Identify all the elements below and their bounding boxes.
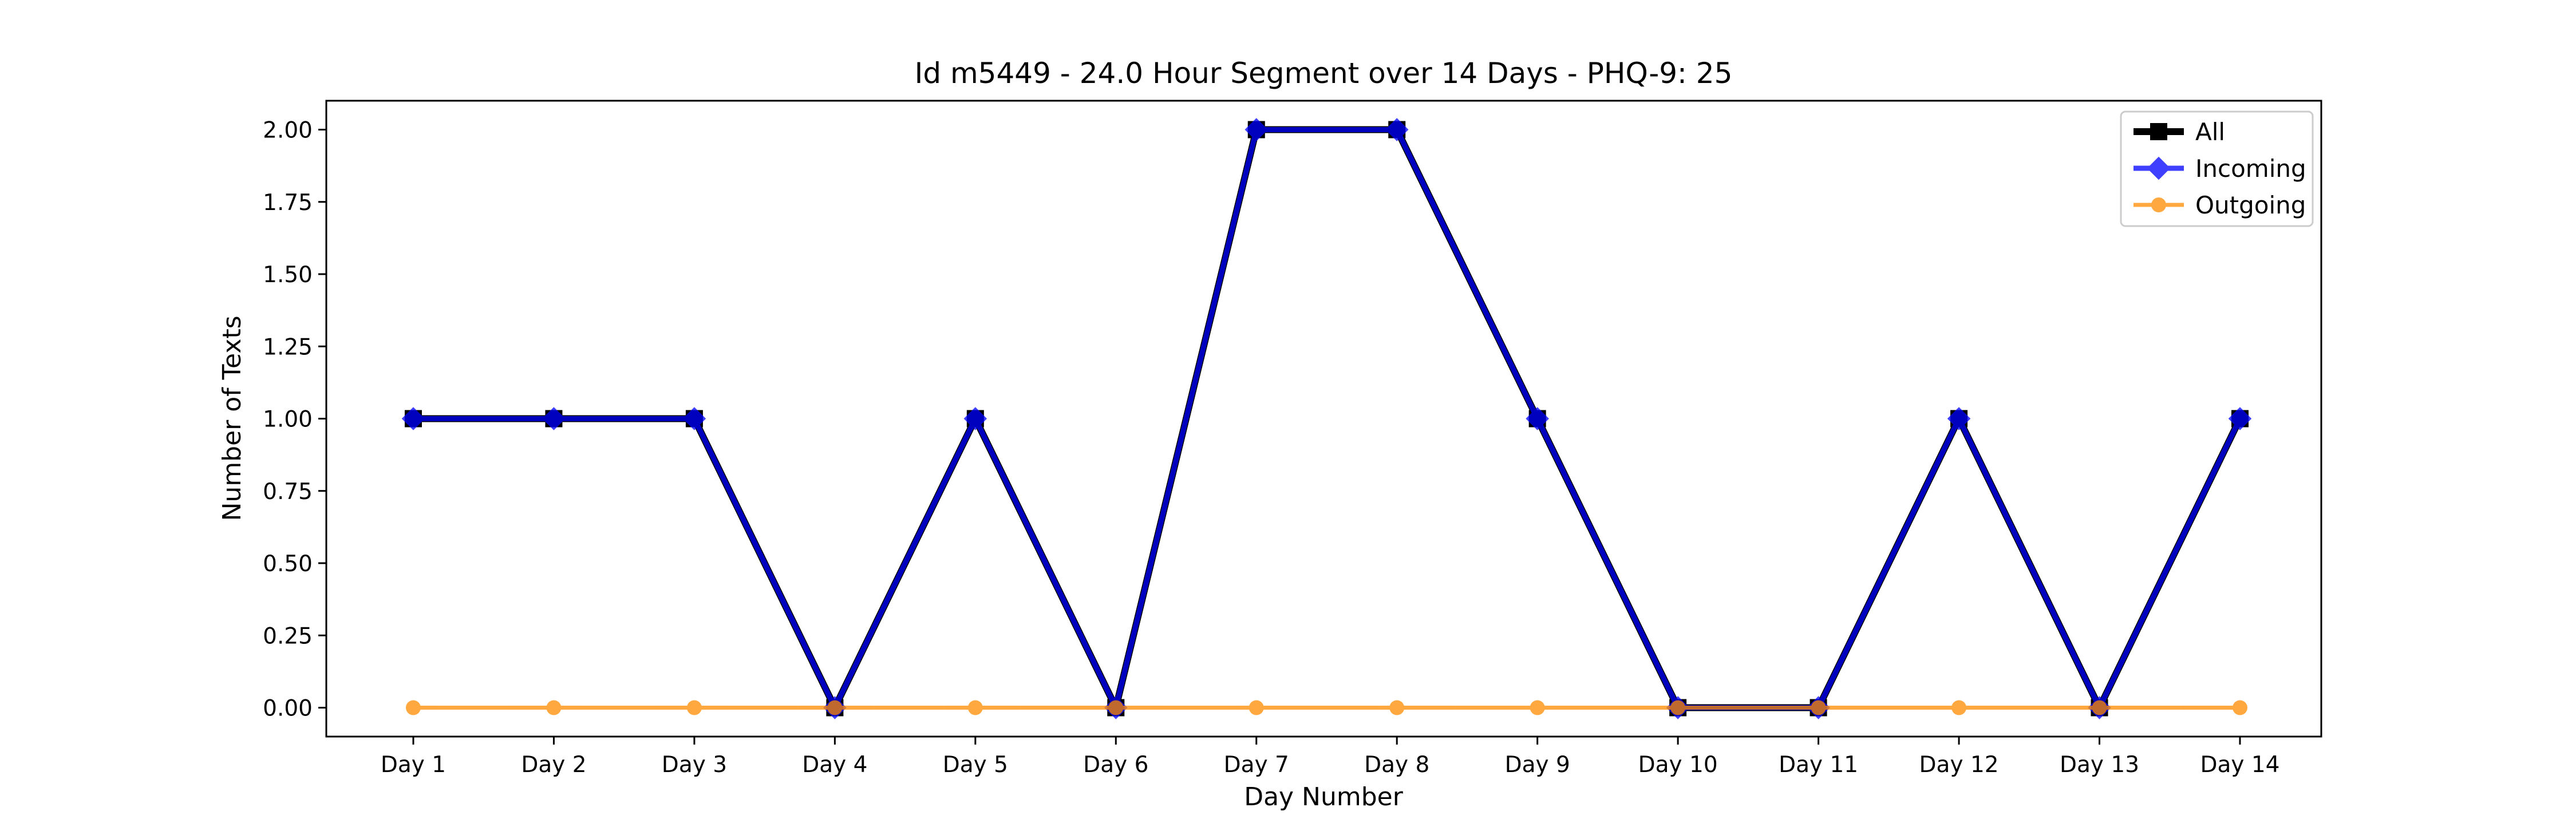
x-tick-label: Day 7 xyxy=(1224,752,1289,778)
y-tick-label: 1.00 xyxy=(263,407,313,433)
x-tick-label: Day 12 xyxy=(1919,752,1999,778)
legend-item-outgoing xyxy=(2134,197,2184,212)
y-tick-label: 1.25 xyxy=(263,334,313,360)
data-point-outgoing-8 xyxy=(1389,700,1405,715)
data-point-outgoing-7 xyxy=(1249,700,1264,715)
series-outgoing xyxy=(406,700,2247,715)
series-incoming xyxy=(401,118,2252,719)
x-tick-label: Day 13 xyxy=(2060,752,2139,778)
legend-marker xyxy=(2150,123,2167,140)
legend-item-incoming xyxy=(2134,156,2184,180)
data-point-outgoing-3 xyxy=(686,700,702,715)
data-point-outgoing-9 xyxy=(1530,700,1545,715)
data-point-outgoing-4 xyxy=(827,700,843,715)
x-tick-label: Day 4 xyxy=(802,752,867,778)
x-tick-label: Day 2 xyxy=(521,752,586,778)
x-tick-label: Day 6 xyxy=(1083,752,1148,778)
y-tick-label: 0.50 xyxy=(263,551,313,577)
y-axis: 0.00 0.25 0.50 0.75 1.00 1.25 1.50 1.75 2.00 xyxy=(263,118,326,722)
data-point-outgoing-13 xyxy=(2092,700,2107,715)
legend-box xyxy=(2120,110,2314,227)
y-tick-label: 0.00 xyxy=(263,696,313,722)
data-point-outgoing-1 xyxy=(406,700,421,715)
y-tick-label: 0.25 xyxy=(263,623,313,649)
data-point-incoming-3 xyxy=(682,407,706,430)
legend-item-all xyxy=(2134,123,2184,140)
x-axis: Day 1 Day 2 Day 3 Day 4 Day 5 Day 6 Day 7 Day 8… xyxy=(381,737,2280,778)
data-point-outgoing-14 xyxy=(2232,700,2247,715)
data-point-outgoing-10 xyxy=(1670,700,1686,715)
plot-area xyxy=(401,118,2252,719)
data-point-outgoing-11 xyxy=(1811,700,1826,715)
data-point-outgoing-6 xyxy=(1108,700,1124,715)
x-tick-label: Day 3 xyxy=(662,752,727,778)
data-point-incoming-8 xyxy=(1385,118,1409,141)
x-tick-label: Day 5 xyxy=(943,752,1008,778)
data-point-incoming-12 xyxy=(1947,407,1971,430)
legend-label-outgoing: Outgoing xyxy=(2195,191,2306,219)
y-axis-label: Number of Texts xyxy=(218,315,247,521)
data-point-incoming-14 xyxy=(2228,407,2252,430)
chart-title: Id m5449 - 24.0 Hour Segment over 14 Day… xyxy=(915,57,1733,90)
y-tick-label: 0.75 xyxy=(263,479,313,505)
y-tick-label: 2.00 xyxy=(263,118,313,144)
legend-label-all: All xyxy=(2195,118,2225,146)
legend-marker xyxy=(2151,197,2166,212)
legend-label-incoming: Incoming xyxy=(2195,155,2306,183)
x-tick-label: Day 14 xyxy=(2200,752,2279,778)
x-axis-label: Day Number xyxy=(1244,782,1404,812)
data-point-outgoing-5 xyxy=(967,700,983,715)
data-point-incoming-9 xyxy=(1526,407,1549,430)
legend: All Incoming Outgoing xyxy=(2120,110,2314,227)
data-point-incoming-1 xyxy=(401,407,425,430)
x-tick-label: Day 11 xyxy=(1779,752,1858,778)
data-point-outgoing-12 xyxy=(1951,700,1967,715)
legend-marker xyxy=(2147,156,2171,180)
data-point-incoming-5 xyxy=(963,407,987,430)
x-tick-label: Day 8 xyxy=(1364,752,1429,778)
x-tick-label: Day 1 xyxy=(381,752,446,778)
data-point-incoming-2 xyxy=(542,407,566,430)
data-point-incoming-7 xyxy=(1244,118,1269,141)
x-tick-label: Day 10 xyxy=(1638,752,1718,778)
y-tick-label: 1.75 xyxy=(263,190,313,216)
y-tick-label: 1.50 xyxy=(263,262,313,288)
x-tick-label: Day 9 xyxy=(1505,752,1570,778)
data-point-outgoing-2 xyxy=(546,700,562,715)
series-line-incoming xyxy=(410,127,2243,710)
